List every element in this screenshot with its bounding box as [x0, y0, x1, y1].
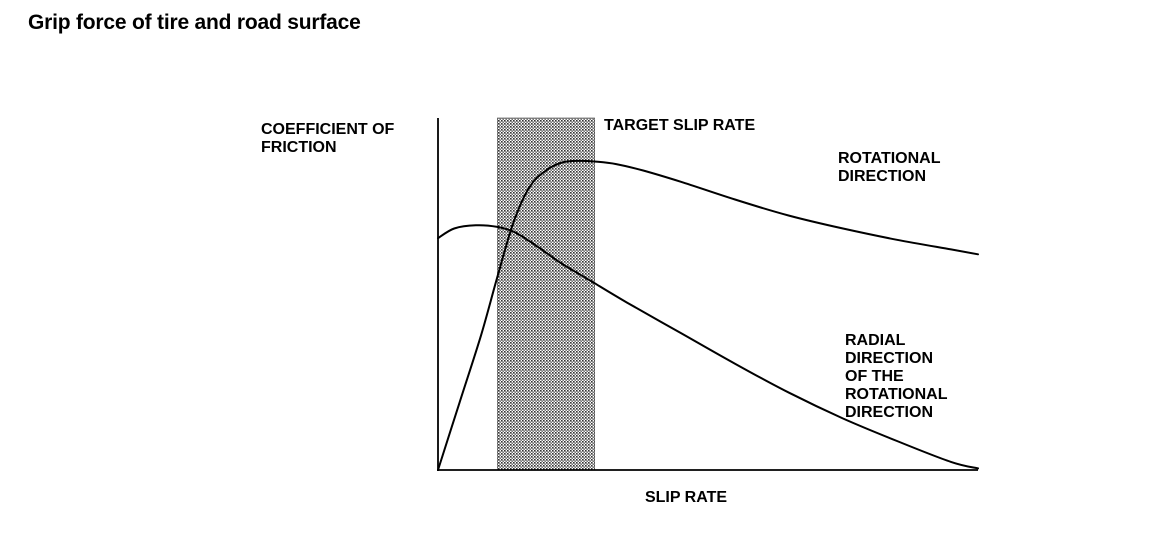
label-layer: COEFFICIENT OF FRICTION SLIP RATE TARGET SL…	[261, 117, 948, 506]
page-title: Grip force of tire and road surface	[28, 11, 361, 34]
x-axis-label: SLIP RATE	[645, 489, 727, 506]
rotational-direction-curve	[437, 159, 979, 471]
legend-rotational-direction: ROTATIONAL DIRECTION	[838, 150, 941, 185]
y-axis-label: COEFFICIENT OF FRICTION	[261, 121, 395, 156]
target-slip-band	[497, 117, 595, 471]
axes-layer	[437, 118, 978, 471]
legend-radial-direction: RADIAL DIRECTION OF THE ROTATIONAL DIRECTION	[845, 332, 948, 421]
target-slip-rate-label: TARGET SLIP RATE	[604, 117, 755, 134]
target-band-layer	[497, 117, 595, 471]
series-layer	[437, 159, 979, 471]
radial-direction-curve	[437, 224, 979, 470]
